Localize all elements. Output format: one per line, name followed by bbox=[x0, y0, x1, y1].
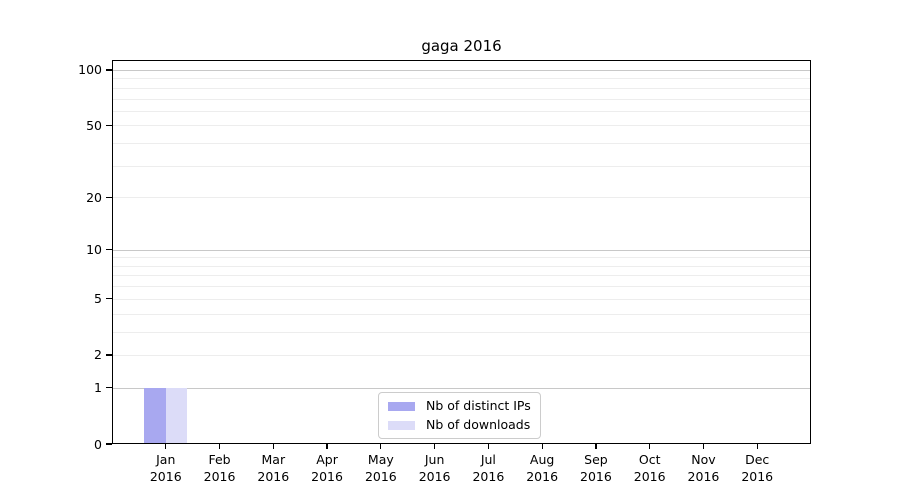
minor-gridline bbox=[113, 275, 810, 277]
x-tick-mark bbox=[326, 444, 328, 449]
x-tick-month: Mar bbox=[261, 452, 286, 467]
x-tick-mark bbox=[218, 444, 221, 449]
x-tick-year: 2016 bbox=[311, 469, 343, 484]
x-tick-label: Mar 2016 bbox=[241, 451, 305, 485]
legend-swatch bbox=[388, 420, 415, 430]
legend-entry: Nb of downloads bbox=[388, 418, 531, 432]
minor-gridline bbox=[113, 313, 810, 315]
x-tick-month: Oct bbox=[638, 452, 661, 467]
major-gridline bbox=[113, 69, 810, 71]
minor-gridline bbox=[113, 265, 810, 267]
x-tick-month: Apr bbox=[316, 452, 338, 467]
bar-nb-of-downloads-jan bbox=[165, 387, 188, 443]
x-tick-label: Jan 2016 bbox=[134, 451, 198, 485]
legend-label: Nb of distinct IPs bbox=[426, 398, 531, 413]
minor-gridline bbox=[113, 298, 810, 300]
x-tick-mark bbox=[702, 444, 705, 449]
y-tick-mark bbox=[105, 249, 112, 251]
y-tick-mark bbox=[105, 443, 112, 445]
major-gridline bbox=[113, 249, 810, 251]
x-tick-month: Feb bbox=[208, 452, 231, 467]
y-tick-mark bbox=[105, 124, 112, 126]
x-tick-label: Feb 2016 bbox=[188, 451, 252, 485]
legend-label: Nb of downloads bbox=[426, 417, 531, 432]
y-tick-label: 100 bbox=[78, 62, 102, 78]
minor-gridline bbox=[113, 286, 810, 288]
chart-title: gaga 2016 bbox=[421, 37, 502, 55]
x-tick-label: Dec 2016 bbox=[725, 451, 789, 485]
x-tick-mark bbox=[272, 444, 274, 449]
x-tick-year: 2016 bbox=[687, 469, 720, 484]
y-tick-mark bbox=[105, 354, 112, 356]
x-tick-mark bbox=[487, 444, 490, 449]
x-tick-label: Oct 2016 bbox=[618, 451, 682, 485]
minor-gridline bbox=[113, 354, 810, 356]
y-tick-label: 2 bbox=[94, 347, 102, 363]
x-tick-mark bbox=[541, 444, 543, 449]
minor-gridline bbox=[113, 78, 810, 80]
x-tick-month: Nov bbox=[691, 452, 716, 467]
x-tick-month: Sep bbox=[584, 452, 608, 467]
legend-entry: Nb of distinct IPs bbox=[388, 399, 531, 413]
x-tick-label: Nov 2016 bbox=[671, 451, 735, 485]
x-tick-year: 2016 bbox=[526, 469, 559, 484]
y-tick-label: 5 bbox=[94, 291, 102, 307]
x-tick-mark bbox=[380, 444, 382, 449]
x-tick-label: Jul 2016 bbox=[456, 451, 520, 485]
x-tick-month: May bbox=[367, 452, 394, 467]
x-tick-year: 2016 bbox=[472, 469, 505, 484]
y-tick-mark bbox=[105, 69, 112, 71]
x-tick-mark bbox=[433, 444, 436, 449]
y-tick-label: 20 bbox=[86, 189, 102, 205]
minor-gridline bbox=[113, 143, 810, 145]
minor-gridline bbox=[113, 125, 810, 127]
minor-gridline bbox=[113, 331, 810, 333]
x-tick-mark bbox=[165, 444, 167, 449]
x-tick-label: May 2016 bbox=[349, 451, 413, 485]
x-tick-month: Dec bbox=[745, 452, 770, 467]
y-tick-label: 1 bbox=[94, 380, 102, 396]
y-tick-mark bbox=[105, 196, 112, 198]
bar-nb-of-distinct-ips-jan bbox=[144, 387, 166, 443]
minor-gridline bbox=[113, 98, 810, 100]
x-tick-mark bbox=[756, 444, 758, 449]
x-tick-year: 2016 bbox=[633, 469, 666, 484]
x-tick-month: Aug bbox=[529, 452, 555, 467]
x-tick-year: 2016 bbox=[203, 469, 236, 484]
x-tick-year: 2016 bbox=[580, 469, 612, 484]
x-tick-year: 2016 bbox=[257, 469, 290, 484]
x-tick-year: 2016 bbox=[364, 469, 397, 484]
x-tick-mark bbox=[649, 444, 651, 449]
minor-gridline bbox=[113, 257, 810, 259]
y-tick-label: 50 bbox=[86, 117, 102, 133]
major-gridline bbox=[113, 387, 810, 389]
x-tick-mark bbox=[595, 444, 597, 449]
legend-swatch bbox=[388, 401, 415, 411]
x-tick-year: 2016 bbox=[741, 469, 774, 484]
minor-gridline bbox=[113, 110, 810, 112]
x-tick-month: Jan bbox=[156, 452, 176, 467]
minor-gridline bbox=[113, 87, 810, 89]
x-tick-label: Sep 2016 bbox=[564, 451, 628, 485]
x-tick-label: Apr 2016 bbox=[295, 451, 359, 485]
x-tick-label: Jun 2016 bbox=[403, 451, 467, 485]
y-tick-mark bbox=[105, 298, 112, 300]
y-tick-label: 0 bbox=[94, 436, 102, 452]
x-tick-year: 2016 bbox=[418, 469, 451, 484]
plot-area bbox=[112, 59, 811, 444]
minor-gridline bbox=[113, 197, 810, 199]
x-tick-month: Jul bbox=[480, 452, 496, 467]
y-tick-label: 10 bbox=[86, 242, 102, 258]
x-tick-label: Aug 2016 bbox=[510, 451, 574, 485]
y-tick-mark bbox=[105, 387, 112, 389]
minor-gridline bbox=[113, 165, 810, 167]
x-tick-month: Jun bbox=[424, 452, 445, 467]
x-tick-year: 2016 bbox=[149, 469, 182, 484]
legend: Nb of distinct IPs Nb of downloads bbox=[378, 392, 541, 439]
